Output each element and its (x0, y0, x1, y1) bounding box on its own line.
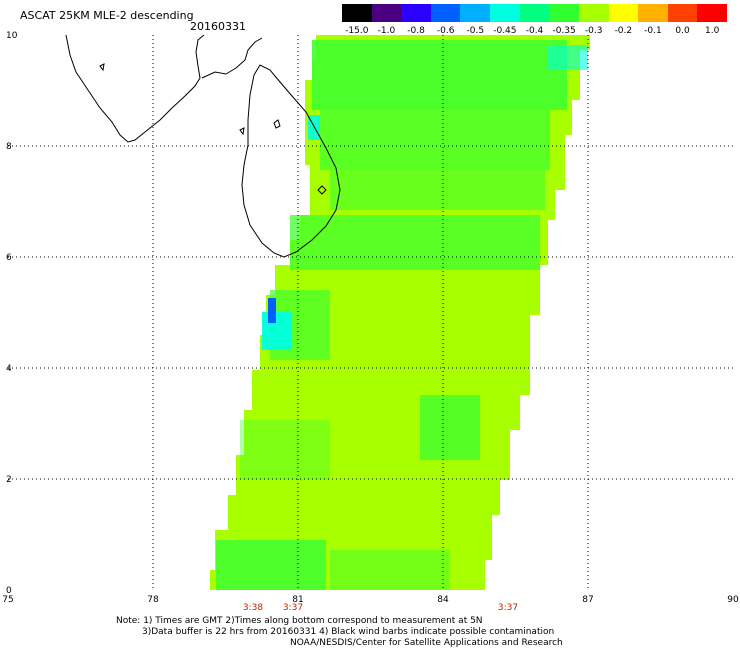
colorbar-segment (638, 4, 669, 22)
india-coastline (65, 34, 205, 143)
latitude-label: 4 (6, 364, 12, 374)
colorbar-label: -1.0 (377, 26, 396, 36)
longitude-label: 81 (292, 595, 303, 605)
colorbar-label: -0.5 (466, 26, 485, 36)
longitude-label: 78 (147, 595, 159, 605)
wind-patch (330, 550, 450, 590)
island (239, 127, 245, 136)
colorbar-segment (549, 4, 580, 22)
colorbar-label: -0.35 (552, 26, 576, 36)
lat-lon-grid (8, 35, 733, 590)
note-line-2: 3)Data buffer is 22 hrs from 20160331 4)… (142, 627, 555, 637)
colorbar-segment (371, 4, 402, 22)
colorbar-segment (401, 4, 432, 22)
colorbar-label: -15.0 (345, 26, 369, 36)
longitude-label: 87 (582, 595, 593, 605)
low-wind-patch (262, 312, 292, 350)
note-line-3: NOAA/NESDIS/Center for Satellite Applica… (290, 638, 563, 648)
colorbar-label: -0.2 (614, 26, 633, 36)
latitude-label: 2 (6, 475, 12, 485)
latitude-label: 6 (6, 253, 12, 263)
coastline (65, 34, 341, 258)
island (99, 63, 105, 72)
wind-patch (216, 540, 326, 590)
longitude-label: 84 (437, 595, 449, 605)
time-labels: 3:38 3:37 3:37 (243, 603, 518, 613)
colorbar-label: -0.8 (407, 26, 425, 36)
measurement-time: 3:38 (243, 603, 263, 613)
colorbar-label: -0.1 (644, 26, 662, 36)
latitude-label: 8 (6, 142, 12, 152)
lowest-wind-patches (268, 298, 276, 323)
sri-lanka-coastline (241, 64, 341, 258)
wind-patch (420, 395, 480, 460)
latitude-label: 10 (6, 31, 18, 41)
colorbar (342, 4, 728, 22)
colorbar-label: -0.3 (584, 26, 603, 36)
wind-patch (240, 420, 330, 480)
island (317, 185, 327, 195)
wind-patch (330, 170, 545, 210)
longitude-label: 90 (727, 595, 739, 605)
colorbar-segment (342, 4, 372, 22)
colorbar-segment (667, 4, 698, 22)
colorbar-segment (460, 4, 491, 22)
wind-patches (216, 40, 567, 590)
note-line-1: Note: 1) Times are GMT 2)Times along bot… (116, 616, 483, 626)
measurement-time: 3:37 (283, 603, 303, 613)
colorbar-label: 1.0 (705, 26, 720, 36)
wind-patch (290, 215, 540, 270)
wind-patch (312, 40, 567, 110)
colorbar-labels: -15.0 -1.0 -0.8 -0.6 -0.5 -0.45 -0.4 -0.35 -0.3 -… (342, 26, 727, 38)
colorbar-segment (519, 4, 550, 22)
latitude-labels: 0 2 4 6 8 10 (6, 31, 18, 596)
measurement-time: 3:37 (498, 603, 518, 613)
colorbar-segment (578, 4, 609, 22)
wind-patch (320, 110, 550, 170)
colorbar-label: 0.0 (675, 26, 690, 36)
island (273, 119, 281, 129)
colorbar-label: -0.4 (525, 26, 544, 36)
colorbar-label: -0.6 (436, 26, 455, 36)
latitude-label: 0 (6, 586, 12, 596)
lowest-wind-patch (268, 298, 276, 323)
colorbar-label: -0.45 (493, 26, 517, 36)
colorbar-segment (608, 4, 639, 22)
low-wind-patch (548, 45, 588, 70)
map-date: 20160331 (190, 20, 246, 33)
colorbar-segment (697, 4, 728, 22)
longitude-label: 75 (2, 595, 13, 605)
map-title: ASCAT 25KM MLE-2 descending (20, 9, 194, 22)
longitude-labels: 75 78 81 84 87 90 (2, 595, 739, 605)
colorbar-segment (430, 4, 461, 22)
colorbar-segment (490, 4, 521, 22)
india-east-coast (201, 37, 263, 79)
